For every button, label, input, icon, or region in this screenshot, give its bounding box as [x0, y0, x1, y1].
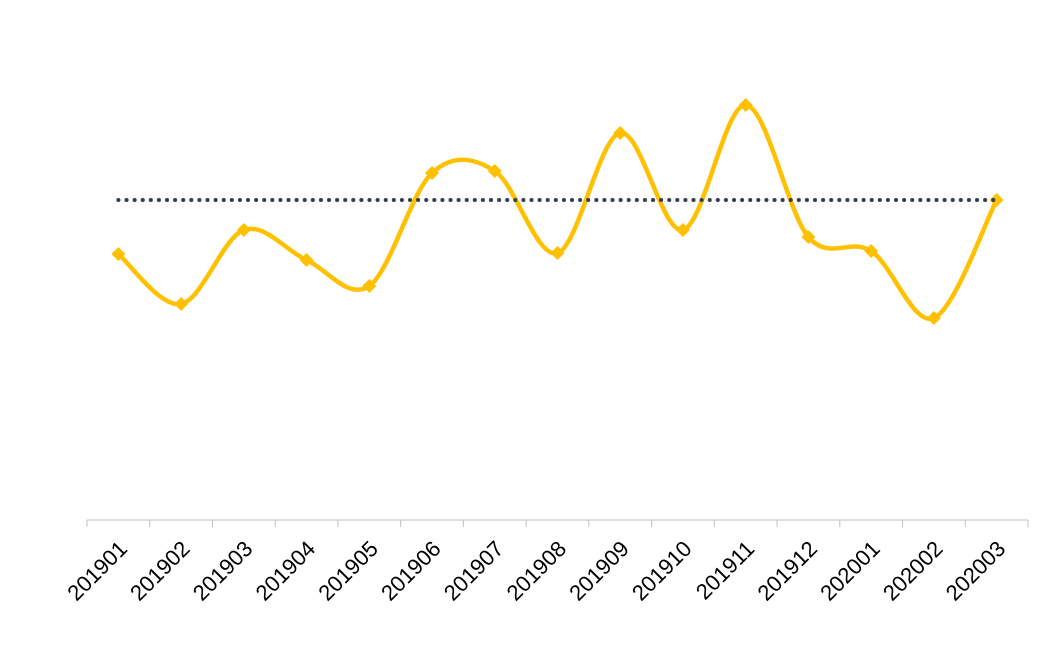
x-tick-label: 201907 — [439, 536, 509, 606]
x-tick-label: 201908 — [502, 536, 572, 606]
marker — [989, 193, 1004, 207]
x-tick-label: 201912 — [752, 536, 822, 606]
x-tick-label: 201901 — [62, 536, 132, 606]
x-tick-label: 201910 — [627, 536, 697, 606]
x-tick-label: 201903 — [188, 536, 258, 606]
marker — [613, 126, 628, 140]
x-tick-label: 201909 — [564, 536, 634, 606]
marker — [675, 223, 690, 237]
marker — [425, 166, 440, 180]
x-tick-label: 201906 — [376, 536, 446, 606]
marker — [487, 164, 502, 178]
marker — [926, 311, 941, 325]
marker — [236, 223, 251, 237]
x-tick-label: 202001 — [815, 536, 885, 606]
marker — [738, 98, 753, 112]
marker — [864, 244, 879, 258]
x-tick-label: 201902 — [125, 536, 195, 606]
x-tick-label: 202002 — [878, 536, 948, 606]
marker — [299, 253, 314, 267]
line — [116, 102, 999, 321]
x-tick-label: 201905 — [313, 536, 383, 606]
marker — [550, 246, 565, 260]
marker — [801, 230, 816, 244]
x-tick-label: 202003 — [941, 536, 1011, 606]
marker — [362, 279, 377, 293]
x-tick-label: 201904 — [251, 536, 321, 606]
marker — [174, 297, 189, 311]
x-tick-label: 201911 — [691, 536, 759, 604]
marker — [111, 247, 126, 261]
